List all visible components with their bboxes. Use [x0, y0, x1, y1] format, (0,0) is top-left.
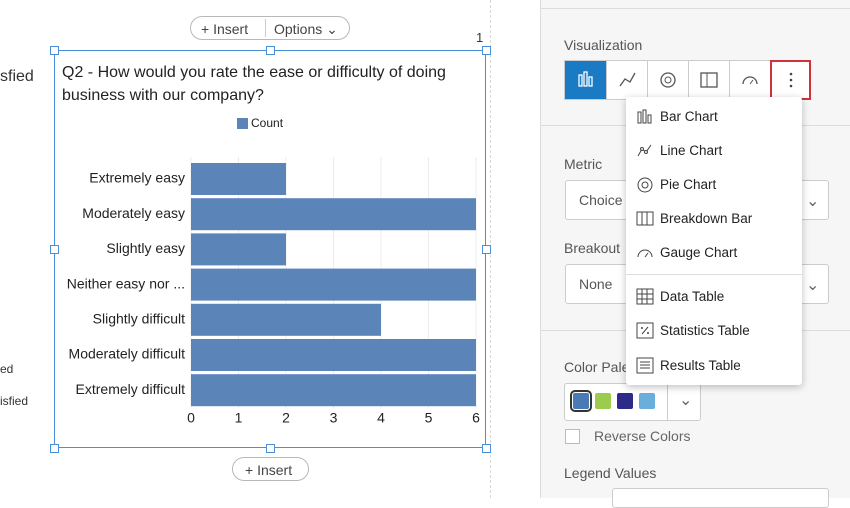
- menu-icon: [637, 249, 653, 258]
- separator: [541, 8, 850, 9]
- legend-input[interactable]: [612, 488, 829, 508]
- bar: [191, 233, 286, 266]
- insert-options-bar: + Insert Options ⌄: [190, 16, 350, 40]
- y-tick-label: Extremely easy: [89, 170, 185, 186]
- divider: [667, 384, 668, 420]
- bar: [191, 198, 476, 231]
- menu-icon: [637, 177, 653, 193]
- breakdown-button[interactable]: [688, 61, 730, 99]
- menu-icon: [636, 288, 654, 305]
- menu-item-label: Gauge Chart: [660, 245, 738, 260]
- y-tick-label: Neither easy nor ...: [67, 275, 185, 291]
- resize-handle[interactable]: [50, 245, 59, 254]
- menu-item[interactable]: Bar Chart: [626, 102, 802, 132]
- menu-icon: [636, 357, 654, 374]
- menu-item[interactable]: Data Table: [626, 282, 802, 312]
- chevron: ⌄: [679, 392, 693, 409]
- menu-item-label: Pie Chart: [660, 177, 717, 192]
- bar: [191, 374, 476, 407]
- bar: [191, 303, 381, 336]
- viz-buttons: [564, 60, 811, 100]
- menu-item-label: Bar Chart: [660, 109, 718, 124]
- section-label: Metric: [564, 156, 603, 172]
- select-value: Choice: [579, 192, 623, 208]
- x-tick-label: 4: [377, 410, 385, 426]
- chart-title: Q2 - How would you rate the ease or diff…: [62, 64, 446, 104]
- color-swatch: [570, 390, 592, 412]
- resize-handle[interactable]: [50, 46, 59, 55]
- options-button[interactable]: Options ⌄: [274, 21, 338, 37]
- more-button[interactable]: [770, 60, 811, 100]
- menu-item-label: Results Table: [660, 358, 741, 373]
- pie-button[interactable]: [647, 61, 689, 99]
- x-tick-label: 0: [187, 410, 195, 426]
- resize-handle[interactable]: [482, 444, 491, 453]
- legend-swatch: [237, 118, 248, 129]
- section-label: Breakout: [564, 240, 621, 256]
- checkbox-label: Reverse Colors: [594, 428, 691, 444]
- corner-number: 1: [476, 30, 484, 45]
- y-tick-label: Moderately difficult: [69, 346, 186, 362]
- section-label: Color Pale: [564, 359, 630, 375]
- palette-select[interactable]: ⌄: [564, 383, 701, 421]
- y-tick-label: Slightly difficult: [93, 311, 185, 327]
- menu-icon: [637, 144, 652, 157]
- resize-handle[interactable]: [50, 444, 59, 453]
- insert-text: Insert: [257, 462, 293, 478]
- y-tick-label: Moderately easy: [82, 205, 185, 221]
- color-swatch: [639, 393, 655, 409]
- options-text: Options: [274, 21, 323, 37]
- menu-item-label: Line Chart: [660, 143, 723, 158]
- x-tick-label: 1: [235, 410, 243, 426]
- divider: [265, 19, 266, 37]
- y-tick-label: Extremely difficult: [76, 381, 186, 397]
- menu-item[interactable]: Gauge Chart: [626, 238, 802, 268]
- viz-menu: Bar Chart Line Chart Pie Chart Breakdown Ba…: [626, 97, 802, 385]
- insert-text: Insert: [213, 21, 249, 37]
- resize-handle[interactable]: [266, 46, 275, 55]
- checkbox[interactable]: [565, 429, 580, 444]
- color-swatch: [617, 393, 633, 409]
- section-label: Visualization: [564, 37, 643, 53]
- bar: [191, 339, 476, 371]
- menu-item[interactable]: Results Table: [626, 351, 802, 381]
- insert-button[interactable]: + Insert: [232, 457, 309, 481]
- left-fragment: isfied: [0, 394, 29, 408]
- x-tick-label: 3: [330, 410, 338, 426]
- menu-icon: [636, 322, 654, 339]
- select-value: None: [579, 276, 613, 292]
- y-tick-label: Slightly easy: [106, 240, 185, 256]
- resize-handle[interactable]: [482, 245, 491, 254]
- left-fragment: ed: [0, 362, 14, 376]
- x-tick-label: 2: [282, 410, 290, 426]
- menu-item[interactable]: Line Chart: [626, 136, 802, 166]
- resize-handle[interactable]: [266, 444, 275, 453]
- x-tick-label: 6: [472, 410, 480, 426]
- bar: [191, 268, 476, 301]
- section-label: Legend Values: [564, 465, 657, 481]
- line-button[interactable]: [606, 61, 648, 99]
- insert-button[interactable]: + Insert: [201, 21, 249, 37]
- chevron: ⌄: [806, 193, 820, 210]
- left-fragment: sfied: [0, 68, 34, 85]
- legend-label: Count: [251, 116, 284, 130]
- menu-item[interactable]: Statistics Table: [626, 316, 802, 346]
- color-swatch: [595, 393, 611, 409]
- menu-icon: [637, 109, 652, 124]
- gauge-button[interactable]: [729, 61, 771, 99]
- menu-item-label: Data Table: [660, 289, 725, 304]
- menu-item[interactable]: Breakdown Bar: [626, 204, 802, 234]
- menu-item-label: Breakdown Bar: [660, 211, 753, 226]
- menu-icon: [636, 211, 654, 226]
- menu-item-label: Statistics Table: [660, 323, 750, 338]
- chart: 0 1 2 3 4 5 6 Count Extremely easy Moderately eas…: [67, 116, 480, 426]
- bar-button[interactable]: [565, 61, 606, 99]
- chevron: ⌄: [806, 277, 820, 294]
- bar: [191, 163, 286, 195]
- menu-separator: [626, 274, 802, 275]
- resize-handle[interactable]: [482, 46, 491, 55]
- menu-item[interactable]: Pie Chart: [626, 170, 802, 200]
- x-tick-label: 5: [425, 410, 433, 426]
